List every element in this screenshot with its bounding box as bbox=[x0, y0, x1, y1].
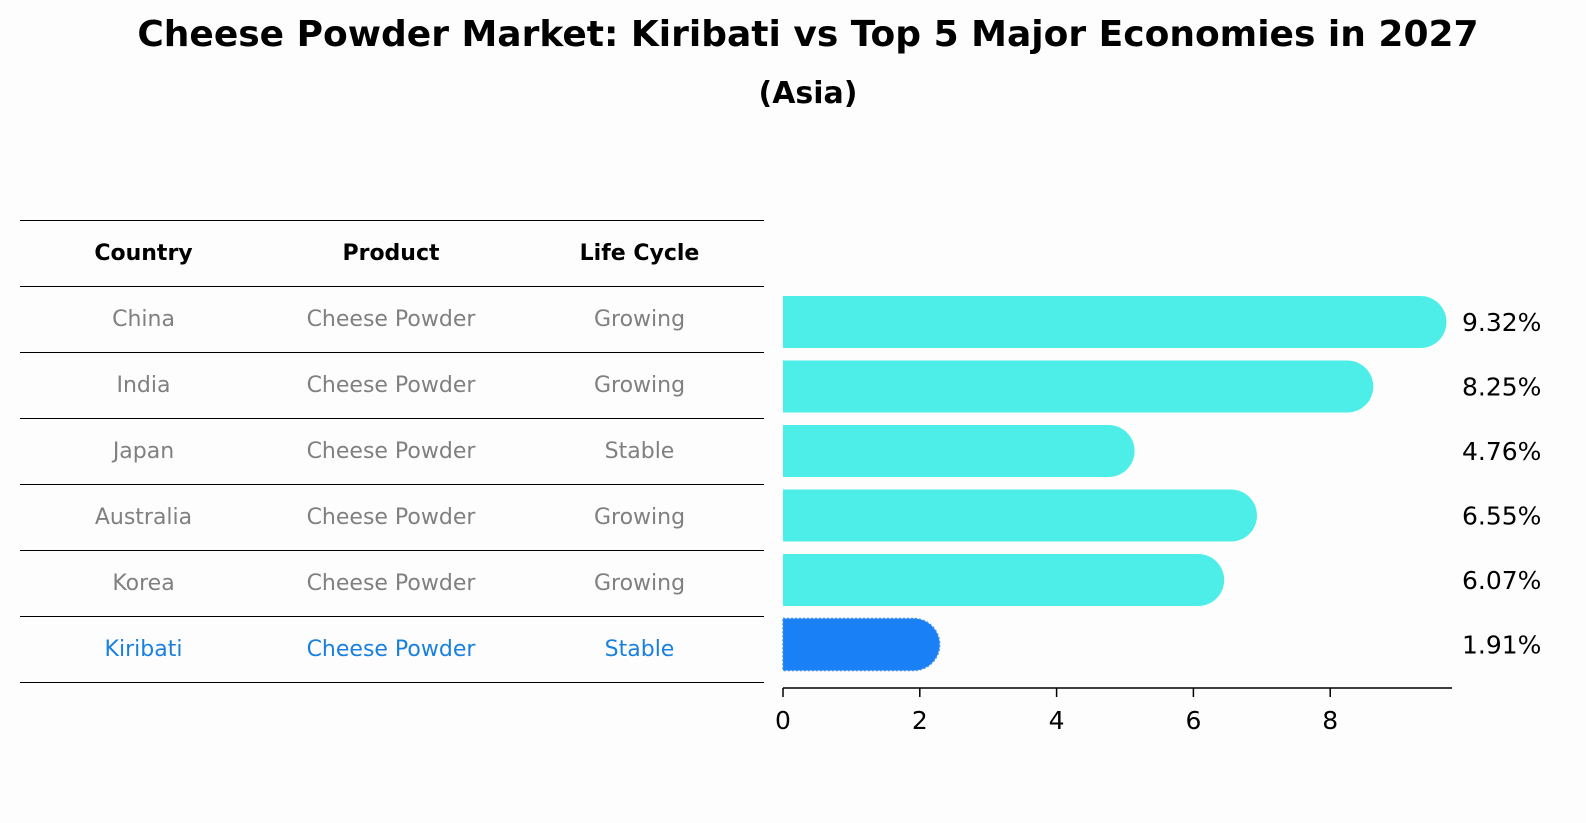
x-tick-label-6: 6 bbox=[1185, 706, 1201, 735]
data-label-kiribati: 1.91% bbox=[1462, 631, 1541, 660]
cell-life-cycle: Growing bbox=[515, 484, 764, 551]
cell-product: Cheese Powder bbox=[267, 550, 515, 617]
x-tick-label-8: 8 bbox=[1322, 706, 1338, 735]
cell-life-cycle: Growing bbox=[515, 286, 764, 353]
cell-product: Cheese Powder bbox=[267, 352, 515, 419]
x-tick-label-2: 2 bbox=[912, 706, 928, 735]
table-row: Australia Cheese Powder Growing bbox=[20, 484, 764, 551]
cell-country: Kiribati bbox=[20, 616, 267, 683]
cell-product: Cheese Powder bbox=[267, 418, 515, 485]
table-row-highlighted: Kiribati Cheese Powder Stable bbox=[20, 616, 764, 683]
data-label-korea: 6.07% bbox=[1462, 566, 1541, 595]
cell-life-cycle: Growing bbox=[515, 352, 764, 419]
cell-product: Cheese Powder bbox=[267, 484, 515, 551]
x-tick-label-0: 0 bbox=[775, 706, 791, 735]
data-label-australia: 6.55% bbox=[1462, 502, 1541, 531]
column-header-country: Country bbox=[20, 220, 267, 287]
bar-korea bbox=[783, 554, 1225, 606]
cell-product: Cheese Powder bbox=[267, 616, 515, 683]
table-row: Japan Cheese Powder Stable bbox=[20, 418, 764, 485]
cell-country: Korea bbox=[20, 550, 267, 617]
cell-country: Japan bbox=[20, 418, 267, 485]
table-row: China Cheese Powder Growing bbox=[20, 286, 764, 353]
cell-country: India bbox=[20, 352, 267, 419]
bar-kiribati bbox=[782, 617, 941, 672]
table-row: Korea Cheese Powder Growing bbox=[20, 550, 764, 617]
chart-title: Cheese Powder Market: Kiribati vs Top 5 … bbox=[137, 14, 1479, 55]
cell-life-cycle: Growing bbox=[515, 550, 764, 617]
chart-subtitle: (Asia) bbox=[758, 76, 858, 111]
bar-china bbox=[783, 296, 1447, 348]
column-header-life-cycle: Life Cycle bbox=[515, 220, 764, 287]
country-table: Country Product Life Cycle China Cheese … bbox=[20, 220, 764, 683]
data-label-india: 8.25% bbox=[1462, 373, 1541, 402]
column-header-product: Product bbox=[267, 220, 515, 287]
data-label-japan: 4.76% bbox=[1462, 437, 1541, 466]
cell-country: China bbox=[20, 286, 267, 353]
cell-product: Cheese Powder bbox=[267, 286, 515, 353]
table-header-row: Country Product Life Cycle bbox=[20, 220, 764, 287]
table-row: India Cheese Powder Growing bbox=[20, 352, 764, 419]
cell-life-cycle: Stable bbox=[515, 418, 764, 485]
bar-india bbox=[783, 360, 1374, 413]
bar-japan bbox=[783, 425, 1135, 477]
bar-australia bbox=[783, 489, 1258, 542]
x-tick-label-4: 4 bbox=[1049, 706, 1065, 735]
cell-life-cycle: Stable bbox=[515, 616, 764, 683]
data-label-china: 9.32% bbox=[1462, 308, 1541, 337]
cell-country: Australia bbox=[20, 484, 267, 551]
